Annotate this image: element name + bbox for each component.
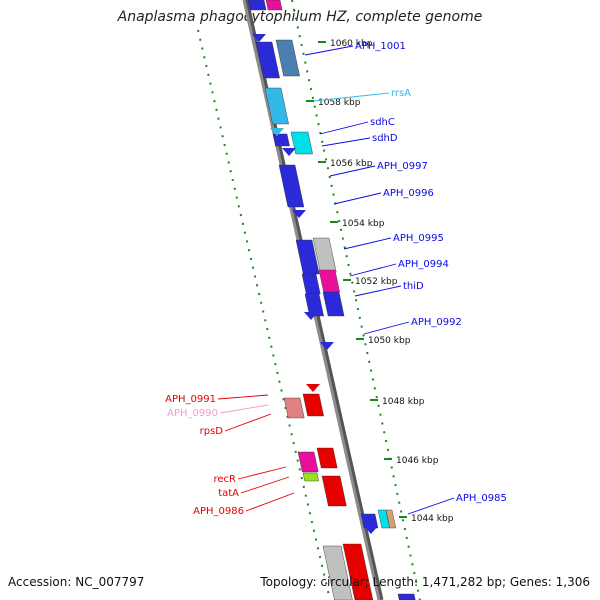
gene-label: APH_0996	[383, 188, 434, 199]
gene-label: rrsA	[391, 88, 411, 99]
gene-arrowhead	[270, 128, 284, 136]
gene-block	[302, 393, 324, 417]
ruler-label: 1050 kbp	[368, 336, 411, 346]
gene-arrowhead	[304, 312, 318, 320]
gene-arrowhead	[282, 148, 296, 156]
gene-label: recR	[214, 474, 237, 485]
gene-label: rpsD	[200, 426, 224, 437]
label-leader-line	[343, 237, 392, 250]
label-leader-line	[354, 285, 402, 297]
dotted-track-right	[291, 0, 421, 600]
gene-block	[297, 451, 319, 473]
label-leader-line	[329, 165, 376, 177]
summary-text: Topology: circular; Length: 1,471,282 bp…	[260, 575, 590, 589]
gene-block	[321, 475, 347, 507]
gene-block	[301, 273, 321, 295]
label-leader-line	[237, 466, 287, 480]
label-leader-line	[240, 476, 290, 494]
gene-label: APH_1001	[355, 41, 406, 52]
label-leader-line	[407, 497, 455, 515]
ruler-label: 1048 kbp	[382, 397, 425, 407]
gene-label: APH_0992	[411, 317, 462, 328]
gene-label: sdhC	[370, 117, 395, 128]
gene-arrowhead	[320, 342, 334, 350]
gene-block	[385, 509, 397, 529]
label-leader-line	[224, 413, 272, 432]
accession-text: Accession: NC_007797	[8, 575, 145, 589]
gene-block	[290, 131, 313, 155]
gene-arrowhead	[292, 210, 306, 218]
label-leader-line	[321, 137, 371, 147]
ruler-label: 1058 kbp	[318, 98, 361, 108]
gene-block	[342, 543, 374, 600]
gene-label: APH_0995	[393, 233, 444, 244]
gene-block	[302, 472, 319, 482]
gene-arrowhead	[252, 34, 266, 42]
gene-block	[322, 545, 353, 600]
gene-block	[247, 0, 267, 11]
gene-arrowhead	[306, 384, 320, 392]
ruler-label: 1046 kbp	[396, 456, 439, 466]
gene-label: APH_0994	[398, 259, 449, 270]
label-leader-line	[349, 263, 397, 277]
gene-label: APH_0991	[165, 394, 216, 405]
gene-block	[283, 397, 305, 419]
ruler-label: 1056 kbp	[330, 159, 373, 169]
gene-block	[304, 293, 324, 317]
gene-label: APH_0997	[377, 161, 428, 172]
gene-block	[264, 87, 289, 125]
label-leader-line	[333, 192, 382, 205]
label-leader-line	[304, 45, 354, 56]
gene-block	[397, 593, 416, 600]
ruler-label: 1044 kbp	[411, 514, 454, 524]
label-leader-line	[363, 321, 410, 335]
gene-block	[322, 291, 345, 317]
gene-block	[316, 447, 338, 469]
gene-block	[275, 39, 300, 77]
map-title: Anaplasma phagocytophilum HZ, complete g…	[117, 9, 483, 25]
label-leader-line	[219, 404, 269, 414]
label-leader-line	[319, 121, 369, 135]
label-leader-line	[217, 394, 269, 400]
gene-label: sdhD	[372, 133, 398, 144]
gene-label: tatA	[218, 488, 239, 499]
ruler-label: 1052 kbp	[355, 277, 398, 287]
ruler-label: 1054 kbp	[342, 219, 385, 229]
gene-block	[272, 133, 290, 147]
gene-block	[265, 0, 283, 11]
gene-arrowhead	[364, 526, 378, 534]
label-leader-line	[245, 492, 295, 512]
gene-label: thiD	[403, 281, 424, 292]
gene-label: APH_0990	[167, 408, 218, 419]
gene-block	[318, 269, 340, 293]
dotted-track-left	[197, 29, 331, 600]
gene-block	[278, 164, 305, 208]
gene-block	[360, 513, 379, 529]
ruler-label: 1060 kbp	[330, 39, 373, 49]
gene-label: APH_0986	[193, 506, 244, 517]
gene-label: APH_0985	[456, 493, 507, 504]
gene-block	[255, 41, 280, 79]
label-leader-line	[313, 92, 390, 102]
